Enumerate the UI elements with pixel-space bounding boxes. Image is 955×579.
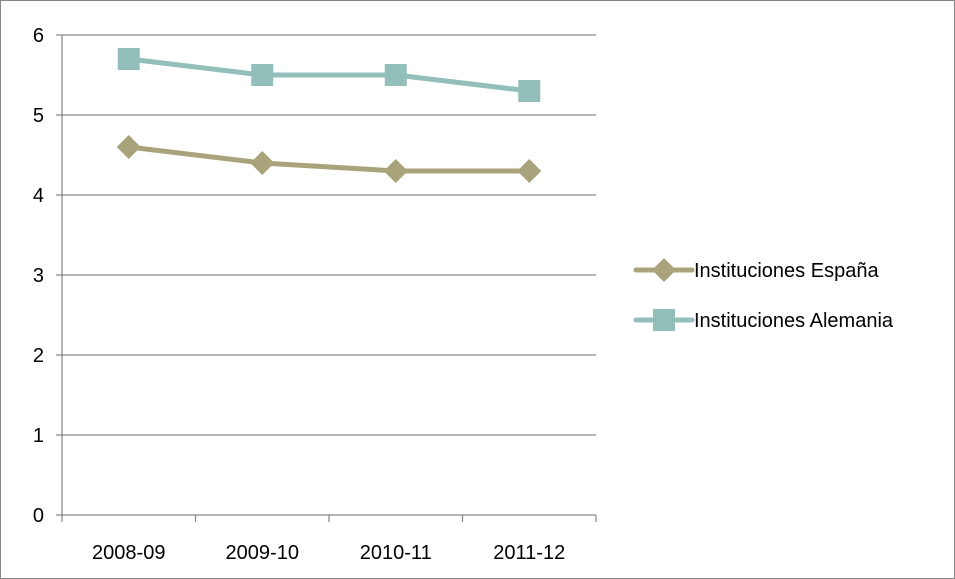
series-line-1: [126, 56, 532, 94]
legend: Instituciones España Instituciones Aleman…: [633, 258, 894, 332]
legend-label: Instituciones España: [694, 260, 879, 282]
series-markers: [116, 48, 542, 183]
data-point-diamond: [250, 151, 275, 175]
x-tick-label: 2008-09: [92, 542, 165, 564]
data-point-square: [384, 64, 407, 86]
data-point-diamond: [383, 159, 408, 183]
y-tick-label: 5: [33, 105, 44, 127]
y-tick-label: 6: [33, 25, 44, 47]
x-tick-label: 2011-12: [493, 542, 565, 564]
legend-label: Instituciones Alemania: [694, 310, 894, 332]
data-point-square: [117, 48, 140, 70]
data-point-square: [518, 80, 541, 102]
y-tick-label: 3: [33, 265, 44, 287]
series-line-0: [126, 144, 532, 174]
y-tick-label: 2: [33, 345, 44, 367]
axes: [56, 34, 597, 522]
x-tick-label: 2009-10: [226, 542, 299, 564]
legend-marker-square: [653, 309, 675, 331]
data-point-diamond: [116, 135, 141, 159]
y-tick-label: 4: [33, 185, 44, 207]
legend-marker-diamond: [652, 258, 676, 282]
data-point-diamond: [517, 159, 542, 183]
tick-labels: 0 1 2 3 4 5 6 2008-09 2009-10 2010-11 2011-12: [33, 25, 565, 564]
x-tick-label: 2010-11: [360, 542, 432, 564]
y-tick-label: 1: [33, 425, 44, 447]
data-point-square: [251, 64, 274, 86]
y-tick-label: 0: [33, 505, 44, 527]
series-lines: [126, 56, 532, 174]
gridlines: [62, 34, 596, 436]
